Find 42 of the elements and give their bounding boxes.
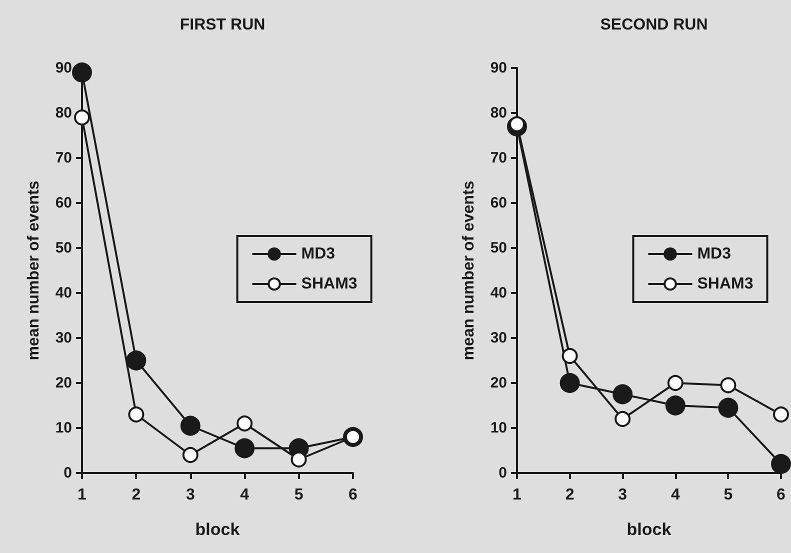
y-tick-label: 40 (55, 284, 72, 302)
x-tick-label: 3 (618, 486, 628, 504)
y-axis-title: mean number of events (460, 180, 478, 360)
y-tick-label: 60 (490, 194, 507, 212)
y-tick-label: 80 (490, 104, 507, 122)
x-tick-label: 4 (670, 486, 680, 504)
legend-label: SHAM3 (301, 276, 358, 292)
x-tick-label: 4 (240, 486, 250, 504)
x-tick-label: 5 (724, 486, 733, 504)
y-tick-label: 30 (490, 330, 507, 346)
y-tick-label: 70 (55, 150, 72, 166)
y-tick-label: 10 (490, 420, 507, 436)
y-tick-label: 0 (64, 464, 72, 482)
x-tick-label: 6 (348, 486, 358, 504)
y-tick-label: 0 (498, 464, 507, 482)
y-tick-label: 10 (55, 420, 72, 436)
legend-label: MD3 (697, 246, 732, 262)
x-tick-label: 5 (294, 486, 304, 504)
legend-label: SHAM3 (697, 276, 754, 292)
y-tick-label: 90 (55, 60, 72, 76)
y-tick-label: 40 (490, 284, 507, 302)
x-tick-label: 2 (132, 486, 141, 504)
chart-title: FIRST RUN (180, 16, 266, 34)
y-axis-title: mean number of events (26, 180, 42, 360)
y-tick-label: 20 (490, 374, 507, 392)
x-tick-label: 1 (78, 486, 87, 504)
x-axis-title: block (626, 520, 672, 539)
x-axis-title: block (195, 520, 240, 539)
y-tick-label: 30 (55, 330, 72, 346)
x-tick-label: 6 (776, 486, 786, 504)
x-tick-label: 3 (186, 486, 195, 504)
x-tick-label: 1 (512, 486, 522, 504)
y-tick-label: 50 (55, 240, 72, 256)
y-tick-label: 20 (55, 374, 72, 392)
chart-title: SECOND RUN (600, 16, 708, 34)
y-tick-label: 50 (490, 240, 507, 256)
legend-label: MD3 (301, 246, 336, 262)
y-tick-label: 60 (55, 194, 72, 212)
x-tick-label: 2 (565, 486, 574, 504)
y-tick-label: 70 (490, 150, 507, 166)
y-tick-label: 80 (55, 104, 72, 122)
y-tick-label: 90 (490, 60, 507, 76)
